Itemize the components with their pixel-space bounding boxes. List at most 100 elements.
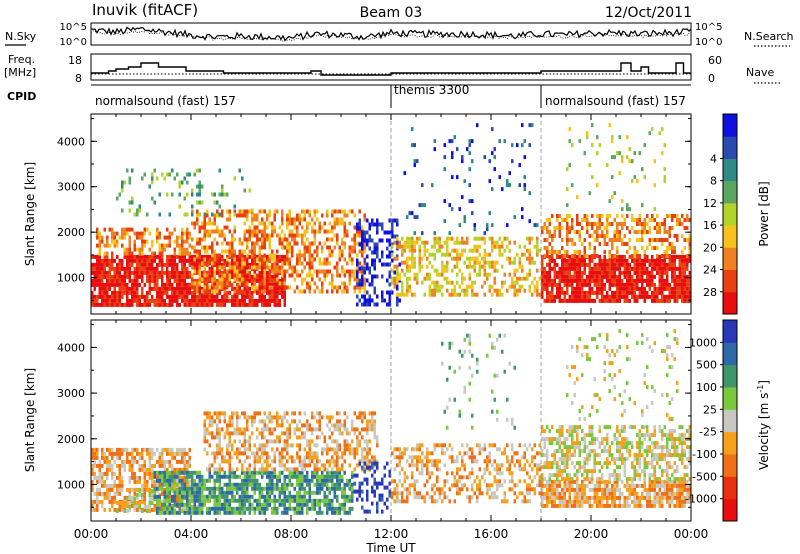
heatmap-cell bbox=[341, 486, 344, 491]
heatmap-cell bbox=[358, 261, 361, 266]
heatmap-cell bbox=[148, 231, 151, 236]
heatmap-cell bbox=[303, 486, 306, 491]
heatmap-cell bbox=[361, 269, 364, 274]
heatmap-cell bbox=[311, 498, 314, 503]
heatmap-cell bbox=[198, 290, 201, 295]
heatmap-cell bbox=[251, 229, 254, 234]
heatmap-cell bbox=[241, 470, 244, 475]
heatmap-cell bbox=[266, 258, 269, 263]
heatmap-cell bbox=[288, 506, 291, 511]
heatmap-cell bbox=[111, 495, 114, 500]
heatmap-cell bbox=[403, 171, 406, 176]
heatmap-cell bbox=[488, 264, 491, 269]
heatmap-cell bbox=[286, 494, 289, 499]
heatmap-cell bbox=[268, 498, 271, 503]
heatmap-cell bbox=[208, 423, 211, 428]
heatmap-cell bbox=[181, 251, 184, 256]
heatmap-cell bbox=[128, 507, 131, 512]
heatmap-cell bbox=[443, 155, 446, 160]
heatmap-cell bbox=[91, 479, 94, 484]
heatmap-cell bbox=[183, 470, 186, 475]
heatmap-cell bbox=[133, 491, 136, 496]
heatmap-cell bbox=[363, 266, 366, 271]
heatmap-cell bbox=[598, 274, 601, 279]
heatmap-cell bbox=[351, 237, 354, 242]
heatmap-cell bbox=[508, 284, 511, 289]
heatmap-cell bbox=[253, 229, 256, 234]
heatmap-cell bbox=[233, 302, 236, 307]
heatmap-cell bbox=[178, 204, 181, 209]
heatmap-cell bbox=[503, 248, 506, 253]
heatmap-cell bbox=[143, 483, 146, 488]
heatmap-cell bbox=[271, 506, 274, 511]
heatmap-cell bbox=[431, 280, 434, 285]
heatmap-cell bbox=[536, 223, 539, 228]
heatmap-cell bbox=[213, 221, 216, 226]
heatmap-cell bbox=[261, 474, 264, 479]
heatmap-cell bbox=[356, 282, 359, 287]
heatmap-cell bbox=[296, 253, 299, 258]
heatmap-cell bbox=[118, 270, 121, 275]
heatmap-cell bbox=[96, 479, 99, 484]
heatmap-cell bbox=[323, 494, 326, 499]
heatmap-cell bbox=[511, 284, 514, 289]
heatmap-cell bbox=[391, 234, 394, 239]
heatmap-cell bbox=[128, 493, 131, 497]
heatmap-cell bbox=[281, 482, 284, 487]
heatmap-cell bbox=[648, 258, 651, 263]
heatmap-cell bbox=[91, 278, 94, 283]
heatmap-cell bbox=[323, 474, 326, 479]
heatmap-cell bbox=[248, 447, 251, 452]
heatmap-cell bbox=[651, 254, 654, 259]
heatmap-cell bbox=[591, 222, 594, 226]
heatmap-cell bbox=[198, 470, 201, 475]
heatmap-cell bbox=[151, 497, 154, 501]
heatmap-cell bbox=[251, 482, 254, 487]
heatmap-cell bbox=[171, 262, 174, 267]
heatmap-cell bbox=[661, 222, 664, 226]
heatmap-cell bbox=[393, 280, 396, 285]
heatmap-cell bbox=[226, 241, 229, 246]
heatmap-cell bbox=[121, 479, 124, 484]
heatmap-cell bbox=[273, 213, 276, 218]
heatmap-cell bbox=[416, 272, 419, 277]
heatmap-cell bbox=[593, 290, 596, 295]
heatmap-cell bbox=[156, 274, 159, 279]
heatmap-cell bbox=[676, 282, 679, 287]
heatmap-cell bbox=[603, 270, 606, 275]
heatmap-cell bbox=[366, 254, 369, 259]
heatmap-cell bbox=[406, 256, 409, 261]
heatmap-cell bbox=[446, 288, 449, 293]
heatmap-cell bbox=[333, 494, 336, 499]
heatmap-cell bbox=[356, 258, 359, 263]
heatmap-cell bbox=[151, 507, 154, 512]
heatmap-cell bbox=[166, 254, 169, 259]
heatmap-cell bbox=[186, 180, 189, 185]
heatmap-cell bbox=[266, 482, 269, 487]
heatmap-cell bbox=[121, 294, 124, 299]
heatmap-cell bbox=[193, 257, 196, 262]
heatmap-cell bbox=[111, 487, 114, 492]
heatmap-cell bbox=[93, 294, 96, 299]
heatmap-cell bbox=[181, 459, 184, 464]
heatmap-cell bbox=[181, 494, 184, 499]
heatmap-cell bbox=[113, 495, 116, 500]
heatmap-cell bbox=[606, 214, 609, 218]
heatmap-cell bbox=[126, 286, 129, 291]
heatmap-cell bbox=[291, 221, 294, 226]
heatmap-cell bbox=[221, 506, 224, 511]
heatmap-cell bbox=[183, 455, 186, 460]
colorbar-tick-label: 20 bbox=[703, 241, 717, 254]
heatmap-cell bbox=[466, 147, 469, 152]
heatmap-cell bbox=[328, 281, 331, 286]
heatmap-cell bbox=[456, 240, 459, 245]
heatmap-cell bbox=[261, 298, 264, 303]
heatmap-cell bbox=[216, 209, 219, 214]
heatmap-cell bbox=[338, 249, 341, 254]
heatmap-cell bbox=[571, 298, 574, 303]
heatmap-cell bbox=[246, 274, 249, 279]
heatmap-cell bbox=[496, 240, 499, 245]
heatmap-cell bbox=[306, 225, 309, 230]
heatmap-cell bbox=[118, 282, 121, 287]
heatmap-cell bbox=[316, 229, 319, 234]
